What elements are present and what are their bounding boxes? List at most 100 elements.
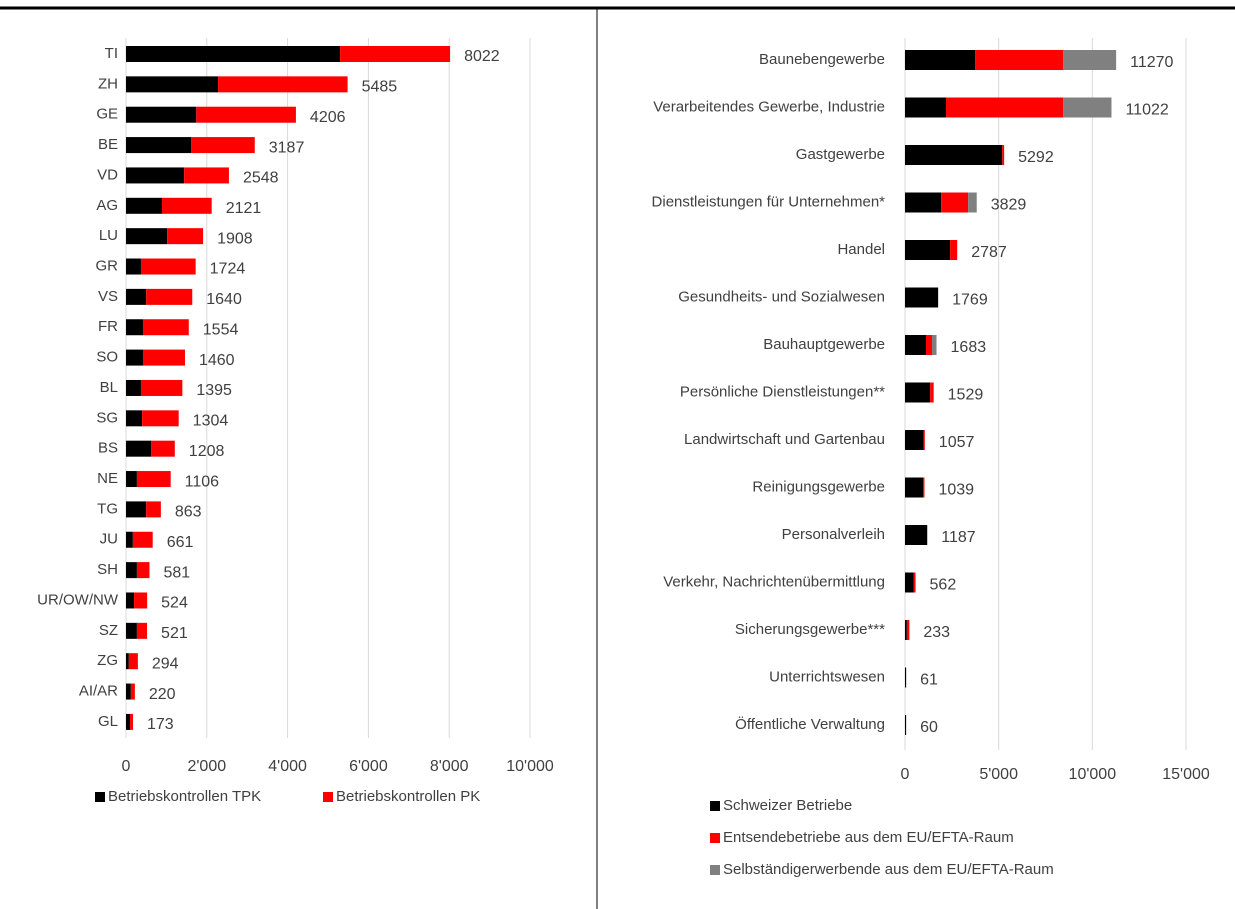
bar-segment	[126, 288, 147, 305]
bar-segment	[151, 440, 175, 457]
total-label: 1106	[185, 473, 220, 490]
bar-segment	[126, 197, 162, 214]
bar-segment	[1063, 50, 1117, 70]
total-label: 2548	[243, 170, 279, 187]
x-tick-label: 10'000	[1069, 766, 1117, 783]
category-label: Verarbeitendes Gewerbe, Industrie	[653, 98, 885, 115]
legend-swatch	[710, 865, 720, 875]
bar-segment	[142, 410, 179, 427]
bar-segment	[126, 683, 131, 700]
legend-label: Entsendebetriebe aus dem EU/EFTA-Raum	[723, 829, 1014, 846]
bar-segment	[905, 430, 924, 450]
legend-label: Betriebskontrollen TPK	[108, 788, 261, 805]
category-label: LU	[99, 227, 118, 244]
bar-segment	[968, 192, 977, 213]
bar-segment	[930, 382, 934, 403]
bar-segment	[191, 137, 255, 154]
total-label: 521	[161, 625, 188, 642]
total-label: 1554	[203, 321, 239, 338]
x-tick-label: 6'000	[349, 758, 388, 775]
total-label: 1057	[939, 434, 975, 451]
category-label: SH	[97, 561, 118, 578]
total-label: 8022	[464, 48, 500, 65]
bar-segment	[905, 620, 907, 640]
legend-label: Selbständigerwerbende aus dem EU/EFTA-Ra…	[723, 861, 1054, 878]
category-label: Gesundheits- und Sozialwesen	[678, 288, 885, 305]
bar-segment	[128, 653, 138, 670]
total-label: 233	[923, 624, 950, 641]
category-label: AI/AR	[79, 683, 118, 700]
bar-segment	[1002, 145, 1005, 165]
category-label: ZH	[98, 75, 118, 92]
total-label: 863	[175, 504, 202, 521]
bar-segment	[905, 50, 976, 70]
total-label: 1187	[941, 529, 976, 546]
total-label: 61	[920, 672, 938, 689]
category-label: TI	[105, 45, 118, 62]
category-label: Personalverleih	[782, 526, 885, 543]
bar-segment	[905, 192, 942, 213]
legend-swatch	[710, 833, 720, 843]
bar-segment	[130, 713, 133, 730]
bar-segment	[922, 477, 925, 498]
category-label: SG	[96, 409, 118, 426]
bar-segment	[950, 240, 958, 260]
legend-label: Schweizer Betriebe	[723, 797, 852, 814]
bar-segment	[126, 167, 185, 184]
total-label: 524	[161, 595, 188, 612]
bar-segment	[134, 592, 148, 609]
bar-segment	[913, 572, 916, 593]
bar-segment	[126, 622, 137, 639]
bar-segment	[905, 572, 914, 593]
bar-segment	[126, 106, 197, 123]
legend-swatch	[95, 792, 105, 802]
bar-segment	[140, 379, 183, 396]
total-label: 1724	[210, 261, 246, 278]
category-label: AG	[96, 197, 118, 214]
total-label: 1460	[199, 352, 235, 369]
bar-segment	[218, 76, 348, 93]
total-label: 11022	[1125, 102, 1168, 119]
bar-segment	[126, 228, 168, 245]
x-tick-label: 8'000	[430, 758, 469, 775]
category-label: Persönliche Dienstleistungen**	[680, 383, 885, 400]
total-label: 4206	[310, 109, 346, 126]
bar-segment	[905, 382, 931, 403]
bar-segment	[132, 531, 153, 548]
total-label: 220	[149, 686, 176, 703]
category-label: VD	[97, 166, 118, 183]
bar-segment	[126, 137, 192, 154]
category-label: Öffentliche Verwaltung	[735, 715, 885, 733]
category-label: BE	[98, 136, 118, 153]
bar-segment	[931, 335, 937, 355]
total-label: 1039	[938, 482, 974, 499]
total-label: 60	[920, 719, 938, 736]
legend-label: Betriebskontrollen PK	[336, 788, 480, 805]
total-label: 3829	[991, 197, 1027, 214]
bar-segment	[126, 76, 219, 93]
category-label: Handel	[837, 241, 885, 258]
category-label: BS	[98, 440, 118, 457]
category-label: Sicherungsgewerbe***	[735, 621, 885, 638]
bar-segment	[196, 106, 296, 123]
category-label: GR	[96, 257, 119, 274]
bar-segment	[126, 258, 141, 275]
total-label: 1640	[206, 291, 242, 308]
bar-segment	[126, 531, 133, 548]
category-label: Baunebengewerbe	[759, 51, 885, 68]
bar-segment	[136, 622, 148, 639]
bar-segment	[905, 335, 926, 355]
total-label: 562	[930, 577, 957, 594]
category-label: BL	[100, 379, 118, 396]
category-label: VS	[98, 288, 118, 305]
bar-segment	[905, 715, 907, 735]
bar-segment	[905, 525, 928, 545]
x-tick-label: 15'000	[1162, 766, 1210, 783]
bar-segment	[126, 319, 143, 336]
bar-segment	[146, 288, 193, 305]
total-label: 661	[167, 534, 194, 551]
bar-segment	[923, 430, 925, 450]
bar-segment	[906, 620, 910, 640]
bar-segment	[140, 258, 196, 275]
legend-swatch	[710, 801, 720, 811]
